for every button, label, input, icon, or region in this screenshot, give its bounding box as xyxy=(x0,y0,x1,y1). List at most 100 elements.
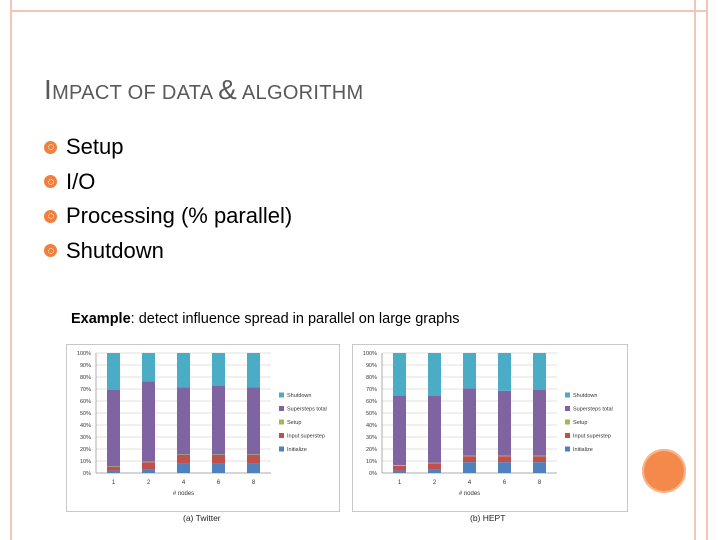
twitter-legend-swatch xyxy=(279,419,284,425)
hept-bar-segment xyxy=(533,353,546,390)
bullet-text: Shutdown xyxy=(66,237,164,263)
hept-bar-segment xyxy=(533,455,546,457)
bullet-item: Processing (% parallel) xyxy=(44,199,292,234)
twitter-ytick-label: 0% xyxy=(83,471,91,477)
chart-twitter: 0% 10% 20% 30% 40% 50% 60% 70% 80% 90% 100% 1 2 4 6 8 # … xyxy=(66,344,340,512)
twitter-bar-segment xyxy=(142,381,155,462)
twitter-ytick-label: 70% xyxy=(80,387,91,393)
hept-legend-swatch xyxy=(565,392,570,398)
hept-xtick-label: 4 xyxy=(468,480,472,486)
hept-bar-segment xyxy=(498,390,511,456)
twitter-bar-segment xyxy=(177,463,190,473)
twitter-ytick-label: 30% xyxy=(80,435,91,441)
bullet-circle-icon xyxy=(44,175,57,189)
hept-ytick-label: 40% xyxy=(366,423,377,429)
hept-bar-segment xyxy=(428,462,441,464)
hept-bar-segment xyxy=(463,462,476,473)
hept-xtick-label: 8 xyxy=(538,480,542,486)
hept-ytick-label: 80% xyxy=(366,375,377,381)
twitter-bar-segment xyxy=(142,469,155,473)
twitter-bar-segment xyxy=(212,353,225,386)
hept-bar-segment xyxy=(463,388,476,456)
hept-bar-segment xyxy=(393,470,406,473)
bullet-circle-icon xyxy=(44,140,57,154)
hept-bar-segment xyxy=(533,462,546,473)
twitter-bar-segment xyxy=(177,455,190,464)
hept-ytick-label: 0% xyxy=(369,471,377,477)
bullet-circle-icon xyxy=(44,209,57,223)
twitter-bar-segment xyxy=(107,466,120,467)
twitter-bar-segment xyxy=(142,353,155,382)
twitter-bar-segment xyxy=(212,386,225,455)
twitter-legend-swatch xyxy=(279,406,284,411)
hept-ytick-label: 10% xyxy=(366,459,377,465)
hept-legend-swatch xyxy=(565,406,570,411)
hept-bar-segment xyxy=(533,389,546,456)
twitter-xtick-label: 4 xyxy=(182,480,186,486)
twitter-legend-label: Initialize xyxy=(287,447,307,453)
twitter-legend-swatch xyxy=(279,392,284,398)
twitter-ytick-label: 90% xyxy=(80,363,91,369)
twitter-xtick-label: 8 xyxy=(252,480,256,486)
hept-bar-segment xyxy=(463,456,476,463)
example-line: Example: detect influence spread in para… xyxy=(71,311,460,327)
twitter-bar-segment xyxy=(142,462,155,470)
twitter-ytick-label: 60% xyxy=(80,399,91,405)
chart-hept-svg: 0% 10% 20% 30% 40% 50% 60% 70% 80% 90% 100% 1 2 4 6 8 # … xyxy=(352,344,628,512)
hept-ytick-label: 50% xyxy=(366,411,377,417)
bullet-item: Setup xyxy=(44,130,292,165)
twitter-bar-segment xyxy=(177,353,190,388)
bullet-text: I/O xyxy=(66,168,96,194)
hept-ytick-label: 20% xyxy=(366,447,377,453)
hept-bar-segment xyxy=(393,395,406,466)
twitter-legend-label: Setup xyxy=(287,420,301,426)
bullet-item: Shutdown xyxy=(44,234,292,269)
hept-ytick-label: 30% xyxy=(366,435,377,441)
example-text: : detect influence spread in parallel on… xyxy=(130,311,460,327)
hept-xtick-label: 1 xyxy=(398,480,402,486)
bullet-list: Setup I/O Processing (% parallel) Shutdo… xyxy=(44,130,292,268)
hept-ytick-label: 60% xyxy=(366,399,377,405)
twitter-bar-segment xyxy=(177,387,190,455)
chart-twitter-caption: (a) Twitter xyxy=(183,513,221,523)
twitter-legend-label: Input superstep xyxy=(287,434,325,440)
hept-bar-segment xyxy=(393,465,406,466)
frame-line-right-inner xyxy=(694,0,696,540)
twitter-bar-segment xyxy=(247,387,260,455)
hept-bar-segment xyxy=(533,456,546,463)
hept-bar-segment xyxy=(498,455,511,457)
twitter-xtick-label: 1 xyxy=(112,480,116,486)
title-part-2: ALGORITHM xyxy=(237,82,364,104)
twitter-bar-segment xyxy=(247,455,260,464)
hept-xtick-label: 2 xyxy=(433,480,437,486)
twitter-bar-segment xyxy=(142,461,155,463)
hept-bar-segment xyxy=(428,469,441,473)
hept-legend-label: Initialize xyxy=(573,447,593,453)
title-ampersand: & xyxy=(218,74,238,105)
bullet-text: Processing (% parallel) xyxy=(66,203,293,229)
twitter-bar-segment xyxy=(107,470,120,473)
hept-bar-segment xyxy=(498,462,511,473)
decorative-orange-circle xyxy=(642,449,686,493)
hept-ytick-label: 100% xyxy=(363,351,377,357)
hept-ytick-label: 70% xyxy=(366,387,377,393)
twitter-xtick-label: 6 xyxy=(217,480,221,486)
bullet-text: Setup xyxy=(66,134,124,160)
twitter-ytick-label: 100% xyxy=(77,351,91,357)
twitter-legend-label: Shutdown xyxy=(287,393,311,399)
twitter-ytick-label: 80% xyxy=(80,375,91,381)
hept-bar-segment xyxy=(393,353,406,396)
twitter-bar-segment xyxy=(247,353,260,388)
frame-line-right-outer xyxy=(706,0,708,540)
twitter-bar-segment xyxy=(212,455,225,464)
hept-legend-swatch xyxy=(565,446,570,452)
twitter-bar-segment xyxy=(247,454,260,455)
twitter-bar-segment xyxy=(212,454,225,455)
hept-bar-segment xyxy=(393,465,406,471)
hept-xaxis-label: # nodes xyxy=(459,491,480,497)
hept-bar-segment xyxy=(428,353,441,396)
frame-line-left xyxy=(10,0,12,540)
title-part-1: MPACT OF DATA xyxy=(52,82,219,104)
hept-ytick-label: 90% xyxy=(366,363,377,369)
twitter-ytick-label: 10% xyxy=(80,459,91,465)
